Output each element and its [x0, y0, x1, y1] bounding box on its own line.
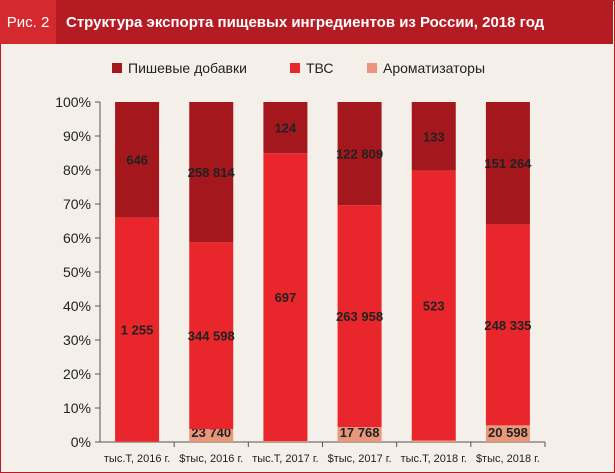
y-tick-label: 90%	[63, 128, 91, 144]
x-tick-label: $тыс, 2018 г.	[476, 453, 540, 465]
data-label: 646	[126, 153, 148, 168]
legend-swatch	[112, 63, 122, 73]
x-tick-label: тыс.Т, 2016 г.	[104, 453, 170, 465]
bar-segment	[115, 102, 160, 218]
chart-title: Структура экспорта пищевых ингредиентов …	[66, 13, 545, 31]
x-tick-label: $тыс, 2017 г.	[328, 453, 392, 465]
data-label: 151 264	[484, 156, 532, 171]
data-label: 124	[275, 121, 297, 136]
y-tick-label: 100%	[55, 94, 91, 110]
x-tick-label: тыс.Т, 2017 г.	[252, 453, 318, 465]
data-label: 1 255	[121, 323, 154, 338]
data-label: 697	[275, 290, 297, 305]
data-label: 258 814	[188, 165, 236, 180]
bar-segment	[263, 153, 308, 442]
legend-swatch	[367, 63, 377, 73]
bar-segment	[411, 102, 456, 171]
data-label: 344 598	[188, 329, 235, 344]
x-tick-label: $тыс, 2016 г.	[179, 453, 243, 465]
legend-swatch	[290, 63, 300, 73]
bar-segment	[189, 429, 234, 442]
data-label: 20 598	[488, 425, 528, 440]
bar-segment	[485, 102, 530, 225]
bar-segment	[189, 102, 234, 243]
bar-segment	[337, 205, 382, 428]
y-tick-label: 70%	[63, 196, 91, 212]
y-tick-label: 40%	[63, 298, 91, 314]
bar-segment	[337, 102, 382, 206]
bar-segment	[485, 425, 530, 442]
y-tick-label: 0%	[71, 434, 91, 450]
bar-segment	[263, 102, 308, 154]
legend-entry: Ароматизаторы	[383, 60, 485, 76]
bar-segment	[411, 440, 456, 442]
data-label: 133	[423, 129, 445, 144]
bar-segment	[411, 170, 456, 441]
x-tick-label: тыс.Т, 2018 г.	[401, 453, 467, 465]
data-label: 17 768	[340, 425, 380, 440]
bar-segment	[189, 242, 234, 430]
figure-header: Рис. 2 Структура экспорта пищевых ингред…	[0, 0, 613, 44]
figure-number: Рис. 2	[0, 0, 56, 44]
bar-segment	[263, 441, 308, 442]
bar-segment	[115, 217, 160, 442]
bar-segment	[485, 224, 530, 426]
data-label: 523	[423, 299, 445, 314]
y-tick-label: 80%	[63, 162, 91, 178]
y-tick-label: 20%	[63, 366, 91, 382]
legend-entry: ТВС	[306, 60, 334, 76]
y-tick-label: 10%	[63, 400, 91, 416]
legend-entry: Пишевые добавки	[128, 60, 247, 76]
data-label: 248 335	[484, 318, 531, 333]
y-tick-label: 60%	[63, 230, 91, 246]
data-label: 263 958	[336, 309, 383, 324]
stacked-bar-chart: 0%10%20%30%40%50%60%70%80%90%100%21 2556…	[55, 60, 546, 465]
data-label: 122 809	[336, 147, 383, 162]
bar-segment	[337, 427, 382, 442]
y-tick-label: 30%	[63, 332, 91, 348]
y-tick-label: 50%	[63, 264, 91, 280]
